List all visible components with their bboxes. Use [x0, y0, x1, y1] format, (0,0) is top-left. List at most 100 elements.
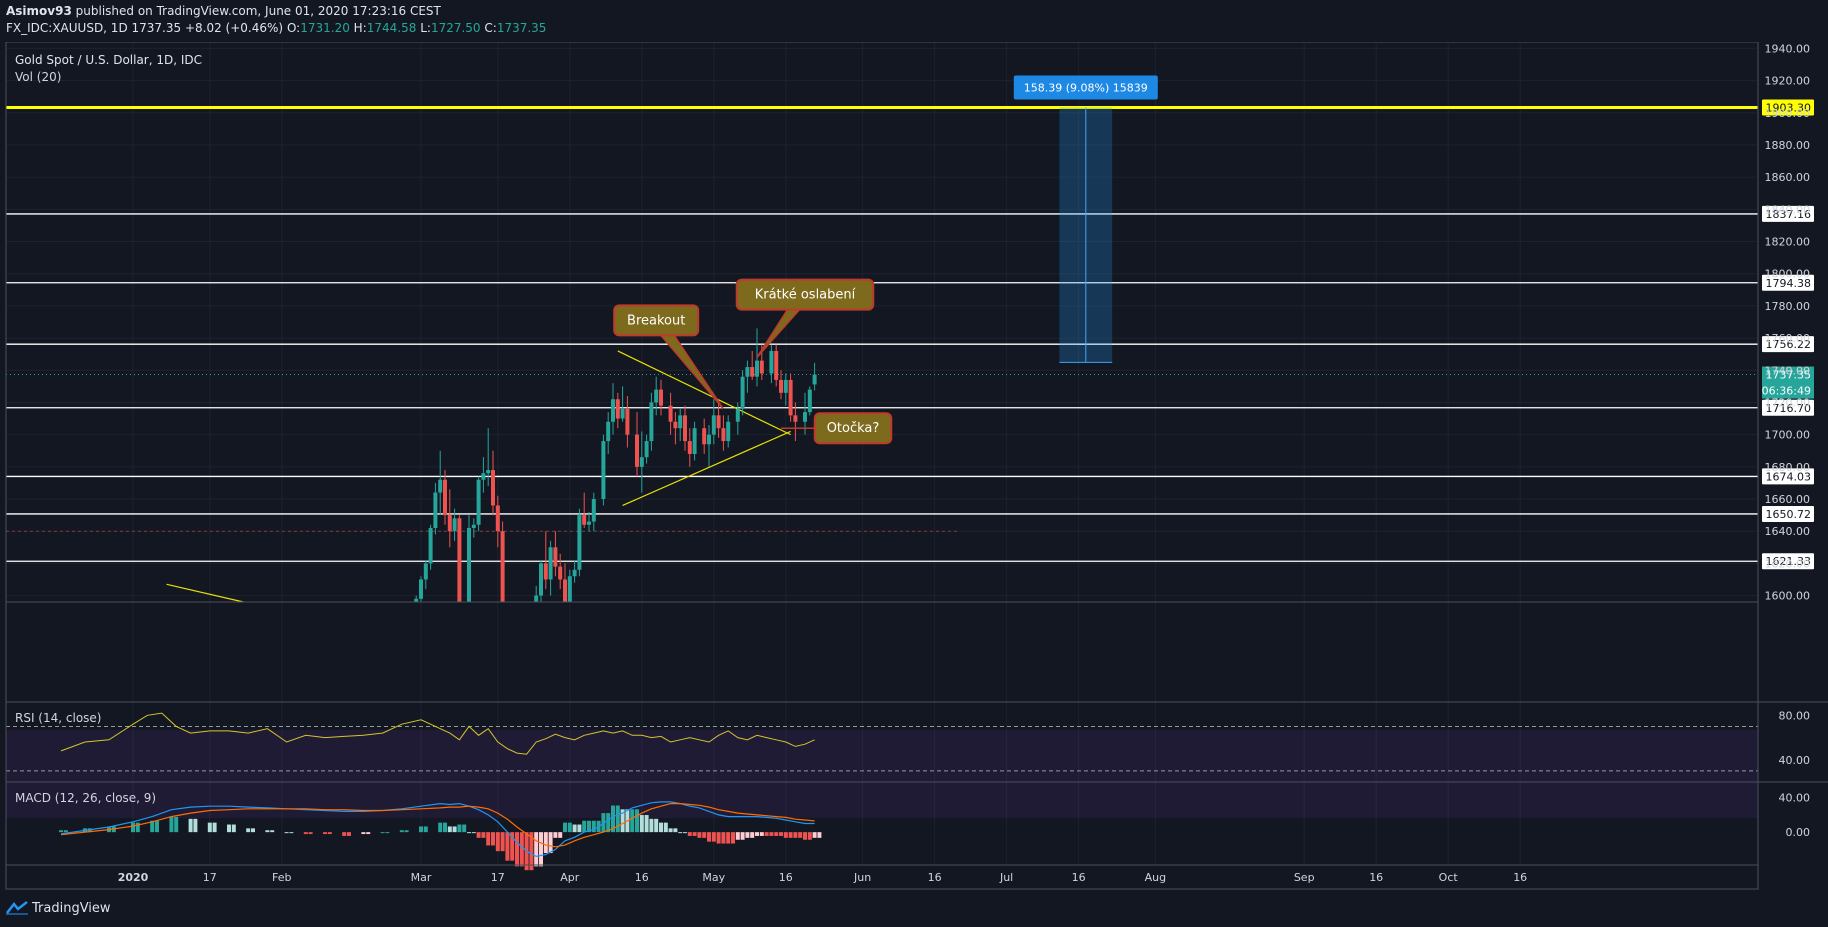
macd-histogram-bar: [59, 830, 63, 833]
macd-histogram-bar: [423, 826, 428, 833]
macd-histogram-bar: [63, 830, 68, 833]
level-price-text: 1621.33: [1766, 555, 1812, 568]
macd-histogram-bar: [519, 832, 524, 867]
candle-body: [783, 379, 788, 393]
macd-histogram-bar: [726, 832, 731, 844]
time-tick-label: 16: [779, 871, 793, 884]
countdown-text: 06:36:49: [1762, 385, 1811, 398]
rsi-tick-label: 80.00: [1779, 709, 1811, 722]
candle-body: [740, 376, 745, 409]
candle-body: [793, 415, 798, 422]
macd-histogram-bar: [457, 824, 462, 833]
time-axis[interactable]: 2020 17 Feb Mar 17 Apr 16 May 16 Jun 16 Jul 16 Aug Sep…: [118, 871, 1528, 884]
candle-body: [553, 547, 558, 567]
macd-histogram-bar: [481, 832, 486, 838]
low-value: 1727.50: [430, 21, 481, 35]
trendline: [166, 583, 244, 603]
macd-histogram-bar: [385, 832, 390, 834]
callout-box: [813, 412, 893, 445]
macd-histogram-bar: [817, 832, 822, 838]
level-price-tag: [1762, 205, 1814, 222]
candle-body: [692, 428, 697, 454]
price-tick-label: 1840.00: [1765, 203, 1811, 216]
rsi-pane: [6, 712, 1758, 772]
macd-histogram-bar: [327, 832, 332, 835]
macd-histogram-bar: [462, 824, 467, 833]
price-tick-label: 1920.00: [1765, 75, 1811, 88]
macd-histogram-bar: [289, 832, 294, 834]
macd-histogram-bar: [135, 822, 140, 833]
time-tick-label: 2020: [118, 871, 149, 884]
macd-histogram-bar: [697, 832, 702, 838]
horizontal-levels[interactable]: 1903.30 1837.16 1794.38 1756.22 1716.70 1674.…: [6, 99, 1814, 570]
candle-body: [587, 521, 591, 525]
level-price-text: 1837.16: [1766, 208, 1812, 221]
level-price-tag: [1762, 99, 1814, 116]
macd-histogram-bar: [587, 820, 591, 833]
callout-text: Otočka?: [827, 421, 880, 436]
candlesticks: [6, 328, 1758, 603]
candle-body: [716, 415, 721, 429]
macd-histogram-bar: [543, 832, 548, 854]
macd-histogram-bar: [591, 820, 596, 833]
pane-frames: [5, 42, 1828, 890]
price-axis[interactable]: 1940.00 1920.00 1900.00 1880.00 1860.00 1840.…: [1765, 42, 1811, 839]
candle-body: [481, 473, 486, 480]
chart-canvas[interactable]: 1903.30 1837.16 1794.38 1756.22 1716.70 1674.…: [0, 42, 1828, 892]
candle-body: [443, 479, 447, 516]
macd-pane: [59, 801, 822, 871]
macd-histogram-bar: [812, 832, 817, 838]
open-value: 1731.20: [300, 21, 350, 35]
candle-body: [563, 579, 567, 602]
last-price-text: 1737.35: [1766, 369, 1812, 382]
time-tick-label: 16: [1072, 871, 1086, 884]
macd-histogram-bar: [649, 818, 654, 833]
level-price-text: 1756.22: [1766, 338, 1812, 351]
macd-label: MACD (12, 26, close, 9): [15, 791, 156, 805]
price-tick-label: 1700.00: [1765, 429, 1811, 442]
macd-histogram-bar: [169, 816, 174, 833]
macd-histogram-bar: [563, 822, 567, 833]
price-tick-label: 1800.00: [1765, 268, 1811, 281]
price-tick-label: 1780.00: [1765, 300, 1811, 313]
candle-body: [457, 518, 462, 602]
candle-body: [452, 518, 457, 532]
level-price-text: 1674.03: [1766, 470, 1812, 483]
trendlines[interactable]: [166, 350, 791, 603]
rsi-tick-label: 40.00: [1779, 754, 1811, 767]
macd-tick-label: 40.00: [1779, 792, 1811, 805]
candle-body: [687, 441, 692, 454]
brand-name: TradingView: [32, 900, 111, 916]
candle-body: [803, 412, 807, 422]
macd-histogram-bar: [769, 832, 774, 836]
price-tick-label: 1860.00: [1765, 171, 1811, 184]
macd-histogram-bar: [155, 820, 159, 833]
candle-body: [467, 527, 471, 602]
author-name[interactable]: Asimov93: [6, 4, 72, 18]
price-tick-label: 1640.00: [1765, 525, 1811, 538]
macd-histogram-bar: [639, 815, 644, 833]
candle-body: [491, 470, 495, 506]
candle-body: [721, 428, 726, 442]
candle-body: [558, 566, 563, 580]
measure-tool[interactable]: 158.39 (9.08%) 15839: [1013, 75, 1158, 363]
callouts[interactable]: Breakout Krátké oslabení Otočka?: [613, 278, 893, 445]
price-tick-label: 1680.00: [1765, 461, 1811, 474]
macd-histogram-bar: [366, 832, 371, 835]
symbol-label[interactable]: FX_IDC:XAUUSD, 1D: [6, 21, 128, 35]
level-price-text: 1650.72: [1766, 508, 1812, 521]
close-label: C:: [484, 21, 497, 35]
macd-histogram-bar: [500, 832, 505, 852]
level-price-tag: [1762, 468, 1814, 485]
macd-histogram-bar: [212, 822, 217, 833]
price-tick-label: 1760.00: [1765, 332, 1811, 345]
macd-histogram-bar: [702, 832, 707, 838]
footer-brand[interactable]: TradingView: [6, 898, 111, 918]
time-tick-label: Mar: [411, 871, 432, 884]
macd-histogram-bar: [438, 822, 443, 833]
macd-histogram-bar: [759, 832, 764, 836]
macd-histogram-bar: [620, 809, 625, 833]
macd-histogram-bar: [361, 832, 366, 835]
rsi-label: RSI (14, close): [15, 711, 101, 725]
level-price-text: 1716.70: [1766, 402, 1812, 415]
